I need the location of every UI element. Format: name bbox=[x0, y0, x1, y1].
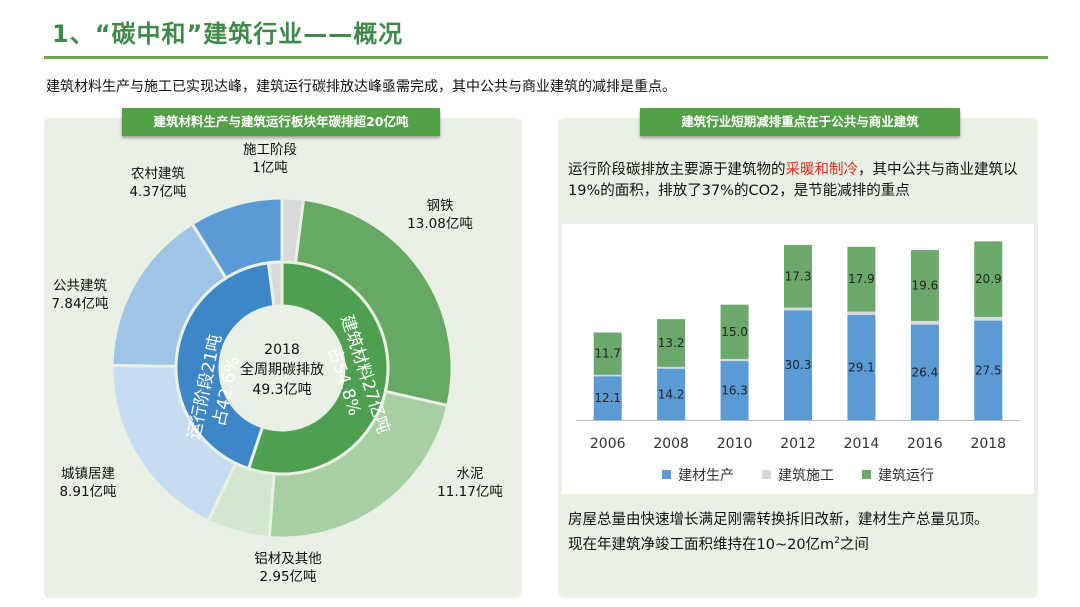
bottom-description-line1: 房屋总量由快速增长满足刚需转换拆旧改新，建材生产总量见顶。 bbox=[568, 512, 989, 528]
bar-materials-2016 bbox=[910, 324, 939, 420]
label-rural-building-value: 4.37亿吨 bbox=[129, 184, 186, 200]
left-panel-banner: 建筑材料生产与建筑运行板块年碳排超20亿吨 bbox=[122, 108, 440, 136]
right-panel-banner: 建筑行业短期减排重点在于公共与商业建筑 bbox=[640, 108, 960, 136]
bar-operation-2014 bbox=[847, 246, 876, 312]
carbon-emission-donut-chart: 2018 全周期碳排放 49.3亿吨 运行阶段21吨 占42.6% 建筑材料27… bbox=[51, 142, 503, 585]
legend-label-construction: 建筑施工 bbox=[778, 468, 834, 484]
bar-operation-2016 bbox=[910, 250, 939, 321]
label-cement-name: 水泥 bbox=[457, 466, 484, 482]
bar-label-operation-2012: 17.3 bbox=[785, 269, 812, 283]
label-construction-name: 施工阶段 bbox=[243, 142, 297, 158]
label-construction-value: 1亿吨 bbox=[252, 160, 288, 176]
x-tick-2018: 2018 bbox=[970, 436, 1006, 452]
label-public-building-value: 7.84亿吨 bbox=[51, 296, 108, 312]
bar-materials-2010 bbox=[720, 361, 749, 420]
bar-label-operation-2014: 17.9 bbox=[848, 272, 875, 286]
bottom-description-line2: 现在年建筑净竣工面积维持在10~20亿m2之间 bbox=[568, 531, 1034, 556]
bar-label-operation-2018: 20.9 bbox=[975, 272, 1002, 286]
legend-label-materials: 建材生产 bbox=[678, 468, 734, 484]
bottom-description: 房屋总量由快速增长满足刚需转换拆旧改新，建材生产总量见顶。 现在年建筑净竣工面积… bbox=[568, 510, 1034, 556]
right-description-highlight: 采暖和制冷 bbox=[785, 162, 859, 178]
label-steel-name: 钢铁 bbox=[427, 198, 454, 214]
legend-label-operation: 建筑运行 bbox=[878, 468, 934, 484]
bar-materials-2006 bbox=[593, 376, 622, 420]
bar-construction-2016 bbox=[910, 320, 939, 325]
bar-label-materials-2014: 29.1 bbox=[848, 360, 875, 374]
bar-construction-2006 bbox=[593, 374, 622, 377]
legend-swatch-materials bbox=[662, 470, 671, 479]
bar-operation-2008 bbox=[657, 319, 686, 367]
label-cement-value: 11.17亿吨 bbox=[437, 484, 503, 500]
stacked-bar-chart: 12.1 11.7 2006 14.2 13.2 2008 16.3 15.0 2010 30.3… bbox=[576, 241, 1020, 484]
donut-outer-ring bbox=[110, 196, 454, 540]
x-tick-2012: 2012 bbox=[780, 436, 816, 452]
page-title: 1、“碳中和”建筑行业——概况 bbox=[52, 20, 404, 48]
bottom-line2-suffix: 之间 bbox=[839, 536, 869, 553]
right-description: 运行阶段碳排放主要源于建筑物的采暖和制冷，其中公共与商业建筑以19%的面积，排放… bbox=[568, 160, 1034, 202]
bottom-line2-superscript: 2 bbox=[834, 536, 840, 546]
page-subtitle: 建筑材料生产与施工已实现达峰，建筑运行碳排放达峰亟需完成，其中公共与商业建筑的减… bbox=[46, 79, 676, 95]
label-steel-value: 13.08亿吨 bbox=[407, 216, 473, 232]
bar-materials-2008 bbox=[657, 368, 686, 420]
x-tick-2016: 2016 bbox=[907, 436, 943, 452]
legend-swatch-construction bbox=[762, 470, 771, 479]
bar-label-operation-2006: 11.7 bbox=[594, 347, 621, 361]
bar-construction-2010 bbox=[720, 358, 749, 362]
donut-center-total: 49.3亿吨 bbox=[252, 382, 311, 398]
bar-construction-2012 bbox=[784, 307, 812, 311]
x-tick-2010: 2010 bbox=[717, 436, 753, 452]
label-aluminum-value: 2.95亿吨 bbox=[259, 569, 316, 585]
label-aluminum-name: 铝材及其他 bbox=[254, 551, 322, 567]
bar-label-operation-2010: 15.0 bbox=[721, 325, 748, 339]
bar-construction-2008 bbox=[657, 366, 686, 369]
bar-label-materials-2008: 14.2 bbox=[658, 387, 685, 401]
bar-label-materials-2006: 12.1 bbox=[594, 391, 621, 405]
x-tick-2014: 2014 bbox=[844, 436, 880, 452]
title-divider bbox=[44, 56, 1048, 59]
x-tick-2006: 2006 bbox=[590, 436, 626, 452]
bar-label-materials-2018: 27.5 bbox=[975, 363, 1002, 377]
label-public-building-name: 公共建筑 bbox=[53, 278, 107, 294]
donut-center-label: 全周期碳排放 bbox=[240, 361, 324, 378]
bar-construction-2018 bbox=[974, 316, 1003, 321]
bar-label-operation-2008: 13.2 bbox=[658, 336, 685, 350]
bar-materials-2012 bbox=[784, 310, 812, 420]
right-description-part2: ，其中公共与商业建筑以19%的面积，排放了37%的CO2，是节能减排的重点 bbox=[568, 162, 1018, 199]
label-urban-residential-value: 8.91亿吨 bbox=[59, 484, 116, 500]
legend-swatch-operation bbox=[862, 470, 871, 479]
bar-materials-2014 bbox=[847, 314, 876, 420]
label-urban-residential-name: 城镇居建 bbox=[61, 466, 115, 482]
donut-center bbox=[220, 306, 344, 430]
bar-label-operation-2016: 19.6 bbox=[911, 279, 938, 293]
bar-operation-2012 bbox=[784, 245, 812, 308]
bar-construction-2014 bbox=[847, 311, 876, 315]
bottom-line2-text: 现在年建筑净竣工面积维持在10~20亿m bbox=[568, 536, 835, 553]
x-tick-2008: 2008 bbox=[653, 436, 689, 452]
label-rural-building-name: 农村建筑 bbox=[131, 166, 185, 182]
bar-operation-2006 bbox=[593, 332, 622, 375]
bar-operation-2018 bbox=[974, 241, 1003, 317]
bar-materials-2018 bbox=[974, 320, 1003, 420]
bar-label-materials-2016: 26.4 bbox=[911, 365, 938, 379]
donut-center-year: 2018 bbox=[264, 342, 300, 358]
bar-label-materials-2012: 30.3 bbox=[785, 358, 812, 372]
right-description-part1: 运行阶段碳排放主要源于建筑物的 bbox=[568, 162, 786, 178]
bar-label-materials-2010: 16.3 bbox=[721, 384, 748, 398]
bar-operation-2010 bbox=[720, 304, 749, 359]
